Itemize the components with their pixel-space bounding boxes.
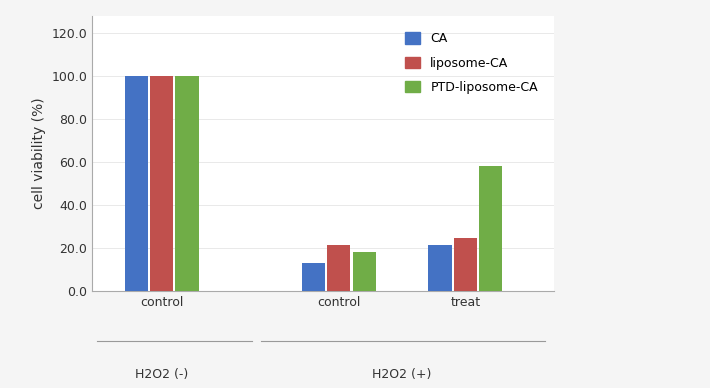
- Bar: [151, 76, 173, 291]
- Text: H2O2 (-): H2O2 (-): [135, 368, 188, 381]
- Y-axis label: cell viability (%): cell viability (%): [32, 97, 46, 209]
- Bar: [175, 76, 199, 291]
- Text: H2O2 (+): H2O2 (+): [372, 368, 432, 381]
- Bar: [428, 245, 452, 291]
- Bar: [352, 252, 376, 291]
- Bar: [125, 76, 148, 291]
- Bar: [327, 245, 351, 291]
- Bar: [454, 238, 477, 291]
- Bar: [302, 263, 325, 291]
- Bar: [479, 166, 502, 291]
- Legend: CA, liposome-CA, PTD-liposome-CA: CA, liposome-CA, PTD-liposome-CA: [400, 27, 543, 99]
